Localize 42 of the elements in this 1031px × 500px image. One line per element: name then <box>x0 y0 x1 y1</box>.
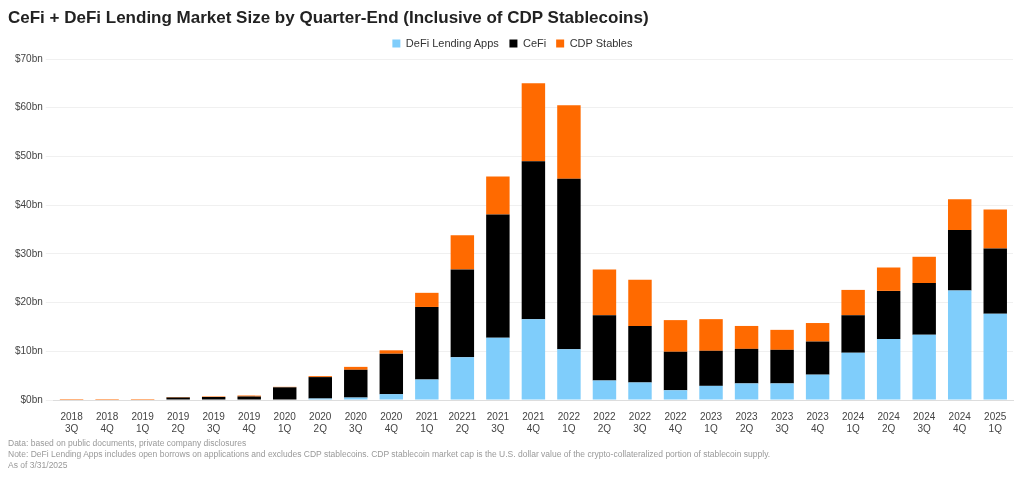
y-tick-label: $50bn <box>15 150 43 162</box>
x-tick-label: 2020 4Q <box>380 410 403 434</box>
legend-label: CeFi <box>522 36 547 49</box>
x-tick-label: 2022 2Q <box>593 410 617 434</box>
x-tick-label: 2023 4Q <box>806 410 830 434</box>
x-tick-label: 2024 3Q <box>913 410 936 434</box>
x-tick-label: 20221 2Q <box>448 410 477 434</box>
y-tick-label: $60bn <box>15 101 43 113</box>
x-tick-label: 2024 2Q <box>877 410 901 434</box>
text: Data: based on public documents, private company disclosures <box>8 438 248 449</box>
text: Note: DeFi Lending Apps includes open borrows on applications and excludes CDP stablecoins. CDP stablecoin market cap is the U.S. dollar value of the crypto-collateralized portion of stablecoin supply. <box>8 449 772 460</box>
y-tick-label: $30bn <box>15 247 43 259</box>
x-tick-label: 2024 1Q <box>842 410 865 434</box>
x-tick-label: 2020 3Q <box>344 410 368 434</box>
x-tick-label: 2019 1Q <box>131 410 155 434</box>
legend-label: DeFi Lending Apps <box>405 36 500 49</box>
y-tick-label: $20bn <box>15 296 43 308</box>
x-tick-label: 2023 3Q <box>770 410 794 434</box>
x-tick-label: 2021 4Q <box>522 410 545 434</box>
chart-title: CeFi + DeFi Lending Market Size by Quarter-End (Inclusive of CDP Stablecoins) <box>8 8 650 28</box>
x-tick-label: 2023 1Q <box>699 410 723 434</box>
x-tick-label: 2022 3Q <box>628 410 652 434</box>
x-tick-label: 2021 3Q <box>486 410 510 434</box>
x-tick-label: 2022 4Q <box>664 410 688 434</box>
x-tick-label: 2019 3Q <box>202 410 226 434</box>
x-tick-label: 2018 3Q <box>60 410 84 434</box>
x-tick-label: 2019 4Q <box>238 410 261 434</box>
text: As of 3/31/2025 <box>8 460 69 471</box>
y-tick-label: $70bn <box>15 52 43 64</box>
x-tick-label: 2018 4Q <box>95 410 119 434</box>
x-tick-label: 2020 2Q <box>309 410 332 434</box>
x-tick-label: 2025 1Q <box>984 410 1007 434</box>
x-tick-label: 2023 2Q <box>735 410 759 434</box>
x-tick-label: 2019 2Q <box>167 410 190 434</box>
y-tick-label: $40bn <box>15 198 43 210</box>
legend-label: CDP Stables <box>569 36 633 49</box>
x-tick-label: 2021 1Q <box>415 410 439 434</box>
x-tick-label: 2022 1Q <box>557 410 581 434</box>
x-tick-label: 2020 1Q <box>273 410 297 434</box>
x-tick-label: 2024 4Q <box>948 410 972 434</box>
y-tick-label: $10bn <box>15 345 43 357</box>
y-tick-label: $0bn <box>20 393 43 405</box>
